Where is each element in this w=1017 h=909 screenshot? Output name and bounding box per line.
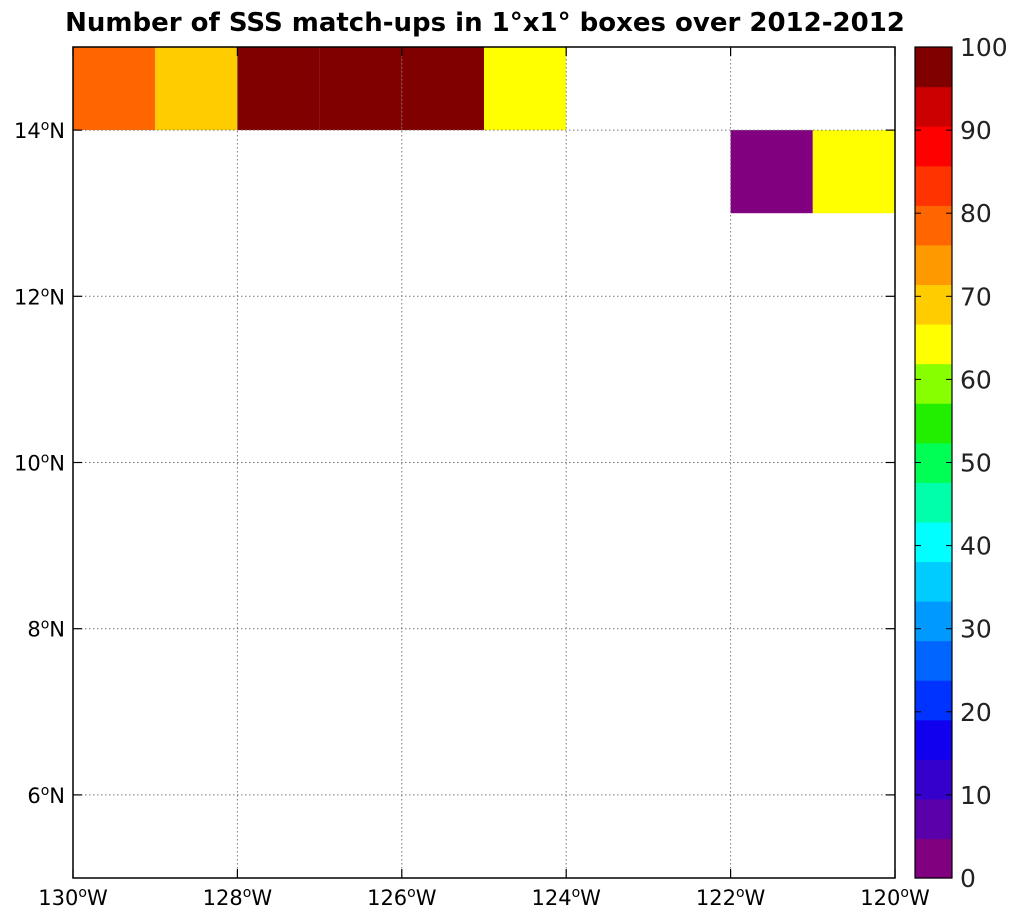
- colorbar-segment: [915, 482, 952, 523]
- colorbar-segment: [915, 640, 952, 681]
- colorbar-tick-label: 40: [960, 532, 992, 561]
- colorbar-segment: [915, 442, 952, 483]
- x-tick-label: 124oW: [531, 885, 601, 909]
- y-tick-label: 6oN: [27, 783, 65, 808]
- colorbar-tick-label: 0: [960, 864, 976, 893]
- heatmap-cell: [401, 47, 484, 131]
- colorbar-segment: [915, 561, 952, 602]
- heatmap-cell: [155, 47, 238, 131]
- heatmap-cell: [730, 130, 813, 214]
- heatmap-cell: [73, 47, 156, 131]
- colorbar-segment: [915, 601, 952, 642]
- x-tick-label: 120oW: [860, 885, 930, 909]
- colorbar-tick-label: 30: [960, 615, 992, 644]
- y-tick-label: 8oN: [27, 617, 65, 642]
- colorbar-segment: [915, 126, 952, 167]
- y-tick-label: 14oN: [14, 118, 65, 143]
- heatmap-cell: [812, 130, 895, 214]
- colorbar-tick-label: 90: [960, 116, 992, 145]
- heatmap-cell: [484, 47, 567, 131]
- colorbar-segment: [915, 521, 952, 563]
- colorbar-segment: [915, 47, 952, 88]
- colorbar-segment: [915, 403, 952, 444]
- colorbar-segment: [915, 324, 952, 365]
- colorbar-segment: [915, 244, 952, 286]
- colorbar-segment: [915, 838, 952, 879]
- ticks-layer: 130oW 128oW 126oW 124oW 122oW 120oW 6oN 8oN 10oN…: [14, 47, 930, 909]
- colorbar-segment: [915, 363, 952, 404]
- y-tick-label: 10oN: [14, 451, 65, 476]
- colorbar-segment: [915, 759, 952, 800]
- colorbar-tick-label: 70: [960, 282, 992, 311]
- colorbar-tick-label: 50: [960, 449, 992, 478]
- colorbar-segment: [915, 719, 952, 760]
- colorbar-tick-label: 10: [960, 781, 992, 810]
- y-tick-label: 12oN: [14, 284, 65, 309]
- colorbar-tick-label: 100: [960, 33, 1008, 62]
- colorbar-segment: [915, 86, 952, 127]
- colorbar-segment: [915, 680, 952, 721]
- colorbar-tick-label: 20: [960, 698, 992, 727]
- x-tick-label: 128oW: [203, 885, 273, 909]
- colorbar-tick-label: 80: [960, 199, 992, 228]
- chart-title: Number of SSS match-ups in 1°x1° boxes o…: [65, 8, 905, 38]
- heatmap-cell: [237, 47, 320, 131]
- x-tick-label: 122oW: [696, 885, 766, 909]
- colorbar-segment: [915, 284, 952, 325]
- x-tick-label: 130oW: [38, 885, 108, 909]
- colorbar: 0 10 20 30 40 50 60 70 80 90 100: [914, 33, 1008, 893]
- cells-layer: [73, 47, 895, 214]
- colorbar-segment: [915, 165, 952, 206]
- colorbar-tick-label: 60: [960, 365, 992, 394]
- colorbar-segment: [915, 798, 952, 840]
- colorbar-segment: [915, 205, 952, 246]
- heatmap-cell: [319, 47, 402, 131]
- x-tick-label: 126oW: [367, 885, 437, 909]
